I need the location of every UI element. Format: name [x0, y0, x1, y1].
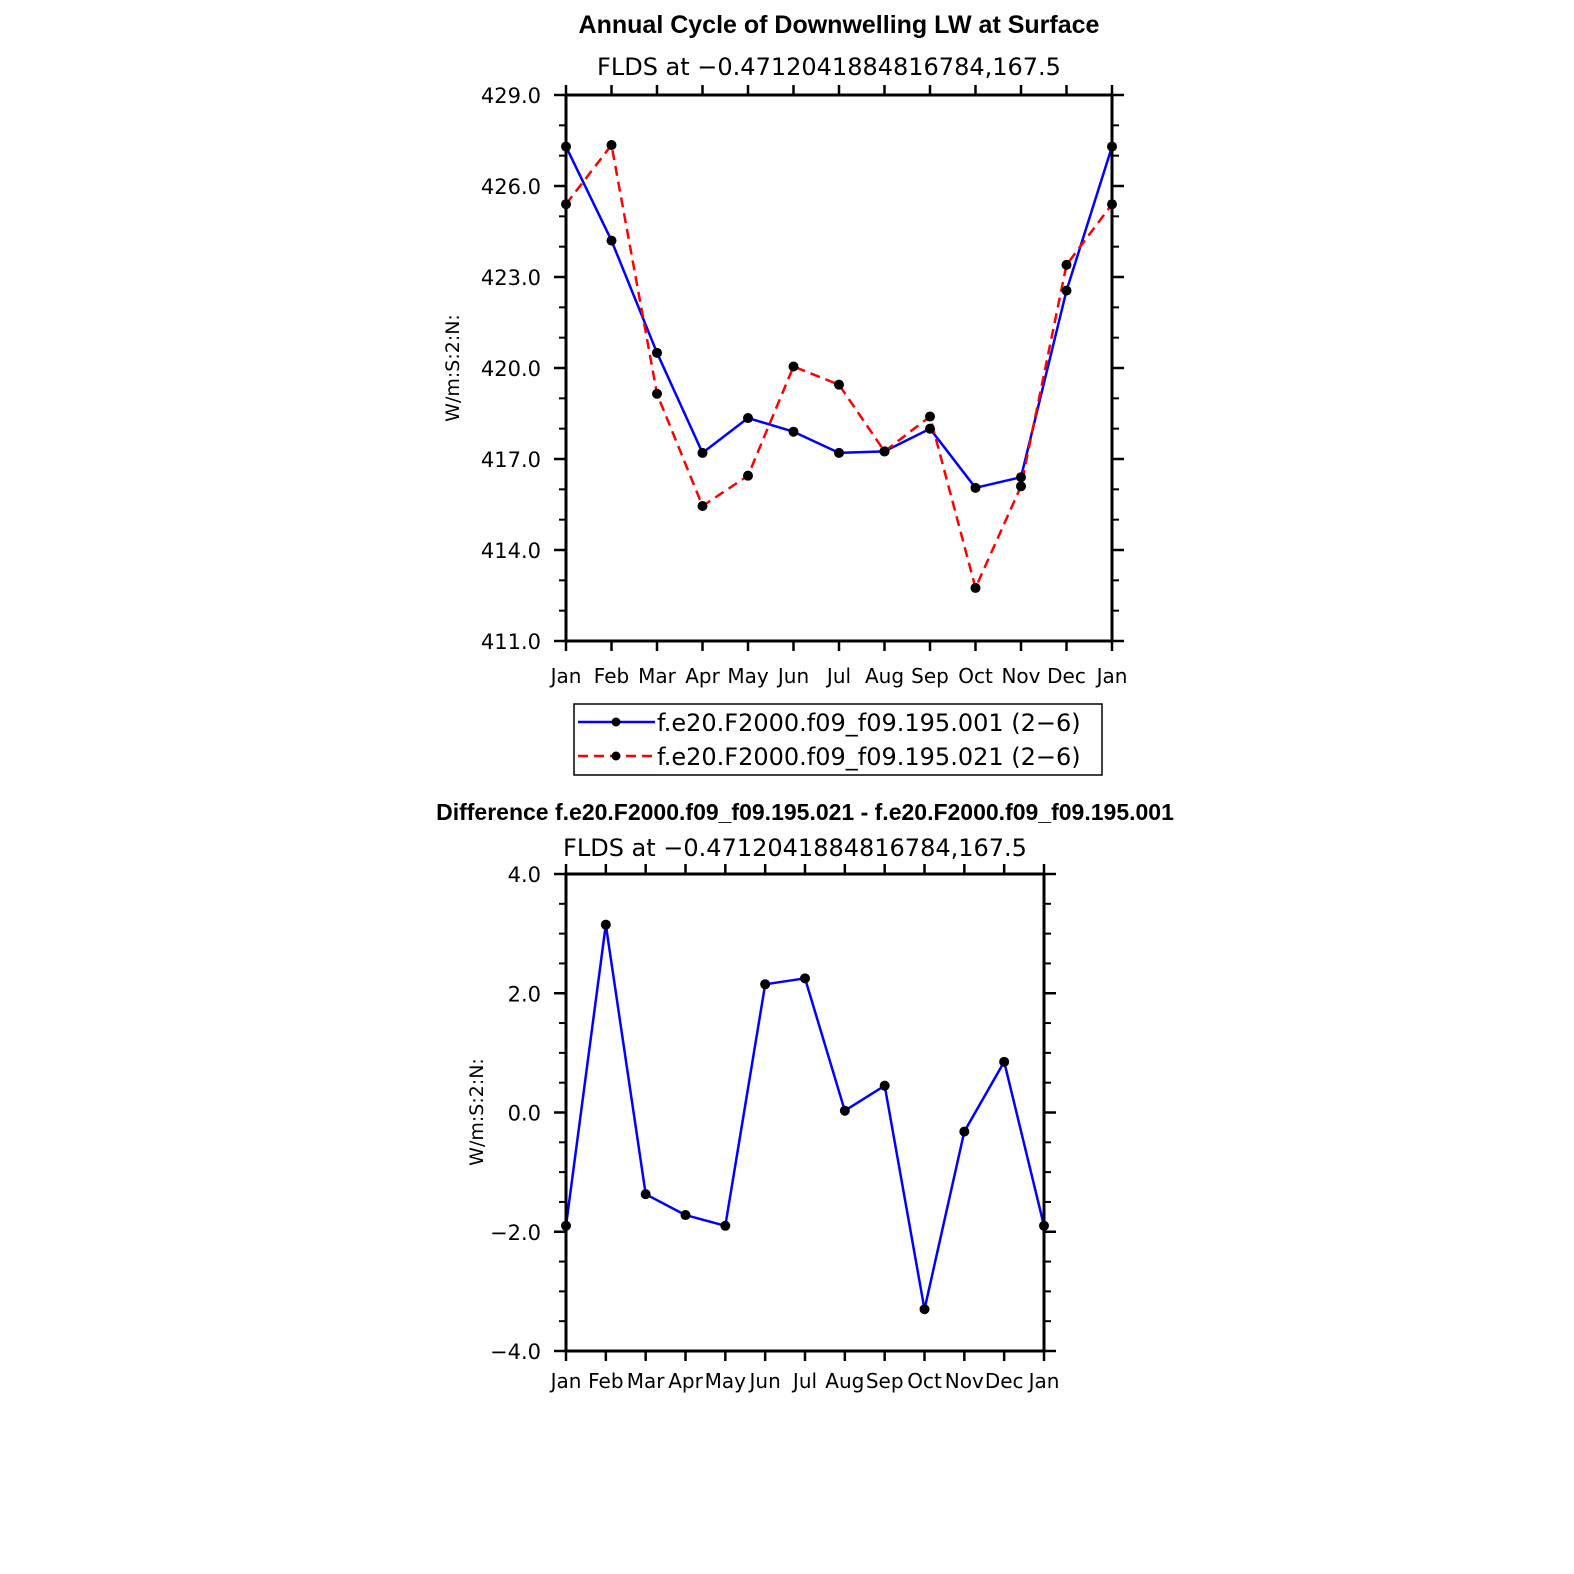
- chart2-plot-frame: [564, 872, 1046, 1353]
- chart2-series: [561, 919, 1049, 1315]
- chart1-series-1-point: [925, 423, 935, 434]
- chart1-y-tick-label: 429.0: [481, 84, 541, 108]
- chart1-y-tick-label: 414.0: [481, 539, 541, 563]
- chart1-subtitle: FLDS at −0.4712041884816784,167.5: [597, 53, 1061, 81]
- chart2-x-tick-label: Apr: [668, 1369, 703, 1393]
- chart1-series-2-point: [606, 140, 617, 151]
- chart1-series-1-line: [564, 146, 1114, 490]
- chart1-x-tick-label: Aug: [865, 664, 904, 688]
- legend-label-series-2: f.e20.F2000.f09_f09.195.021 (2−6): [657, 743, 1081, 771]
- chart1-ticks: Jan Feb Mar Apr May Jun Jul Aug Sep Oct Nov Dec Jan 4…: [481, 84, 1128, 688]
- chart1-x-tick-label: Sep: [911, 664, 949, 688]
- chart2-x-tick-label: Mar: [627, 1369, 666, 1393]
- chart1-series-1-point: [1061, 285, 1072, 296]
- chart1-series-2-point: [697, 501, 708, 512]
- chart2-y-tick-label: 4.0: [508, 863, 541, 887]
- chart1-series-2-point: [925, 411, 935, 422]
- chart2-series-1-point: [800, 973, 810, 984]
- chart1-x-tick-label: Jan: [1095, 664, 1128, 688]
- chart2-y-tick-label: −4.0: [490, 1340, 541, 1364]
- chart1-series-1-point: [970, 482, 981, 493]
- chart1-series-1-point: [652, 347, 662, 358]
- chart2-series-1-point: [640, 1189, 651, 1200]
- chart1-series-2-point: [743, 470, 753, 481]
- chart1-series-1-point: [834, 447, 844, 458]
- chart2-y-axis-label: W/m:S:2:N:: [466, 1058, 488, 1166]
- chart2-x-tick-label: Jan: [549, 1369, 582, 1393]
- chart2-ticks: Jan Feb Mar Apr May Jun Jul Aug Sep Oct Nov Dec Jan−…: [490, 863, 1059, 1393]
- chart1-series-1-point: [788, 426, 799, 437]
- chart1-series-2-point: [1016, 481, 1026, 492]
- chart2-y-tick-label: 0.0: [508, 1102, 541, 1126]
- chart1-legend: f.e20.F2000.f09_f09.195.001 (2−6) f.e20.…: [573, 703, 1103, 776]
- chart2-x-tick-label: Aug: [825, 1369, 864, 1393]
- chart1-y-tick-label: 420.0: [481, 357, 541, 381]
- chart1-y-tick-label: 423.0: [481, 266, 541, 290]
- chart2-series-1-point: [720, 1220, 731, 1231]
- chart1-series-2-line: [565, 143, 1114, 590]
- chart2-series-1-point: [760, 979, 771, 990]
- chart2-title: Difference f.e20.F2000.f09_f09.195.021 -…: [436, 799, 1174, 825]
- chart2-series-1-point: [959, 1126, 970, 1137]
- chart2-x-tick-label: Sep: [866, 1369, 904, 1393]
- chart1-y-tick-label: 417.0: [481, 448, 541, 472]
- chart2-x-tick-label: Feb: [588, 1369, 623, 1393]
- chart1-series-1-point: [606, 235, 617, 246]
- chart1-x-tick-label: Jul: [825, 664, 851, 688]
- chart1-x-tick-label: Dec: [1047, 664, 1086, 688]
- chart1-series-1-point: [743, 413, 753, 424]
- chart2-series-1-point: [999, 1056, 1010, 1067]
- chart1-series-2-point: [879, 446, 890, 457]
- chart1-series-2-point: [652, 388, 662, 399]
- chart2-series-1-point: [879, 1080, 890, 1091]
- chart2-x-tick-label: Jun: [748, 1369, 781, 1393]
- difference-chart: Difference f.e20.F2000.f09_f09.195.021 -…: [436, 799, 1174, 1393]
- chart1-plot-frame: [564, 93, 1114, 643]
- chart2-series-1-point: [600, 919, 611, 930]
- chart1-series-2-point: [1061, 259, 1072, 270]
- chart1-y-axis-label: W/m:S:2:N:: [442, 314, 464, 422]
- legend-box: [573, 703, 1103, 776]
- chart1-x-tick-label: Oct: [958, 664, 993, 688]
- chart1-series-2-point: [834, 379, 844, 390]
- chart1-x-tick-label: May: [727, 664, 769, 688]
- chart1-title: Annual Cycle of Downwelling LW at Surfac…: [579, 11, 1100, 39]
- chart2-x-tick-label: Jul: [791, 1369, 817, 1393]
- chart1-series-1-point: [1016, 472, 1026, 483]
- chart1-series-2-point: [788, 361, 799, 372]
- chart2-y-tick-label: −2.0: [490, 1221, 541, 1245]
- legend-marker-series-1: [611, 717, 621, 727]
- chart1-series: [561, 140, 1117, 593]
- chart2-series-1-point: [839, 1105, 850, 1116]
- chart2-series-1-point: [919, 1304, 930, 1315]
- chart1-y-tick-label: 411.0: [481, 630, 541, 654]
- legend-marker-series-2: [611, 751, 621, 761]
- chart2-subtitle: FLDS at −0.4712041884816784,167.5: [563, 834, 1027, 862]
- chart1-series-2-point: [970, 582, 981, 593]
- chart1-x-tick-label: Nov: [1001, 664, 1040, 688]
- chart1-x-tick-label: Jan: [549, 664, 582, 688]
- chart1-x-tick-label: Apr: [685, 664, 720, 688]
- chart2-x-tick-label: Dec: [985, 1369, 1024, 1393]
- chart1-y-tick-label: 426.0: [481, 175, 541, 199]
- legend-label-series-1: f.e20.F2000.f09_f09.195.001 (2−6): [657, 709, 1081, 737]
- chart2-x-tick-label: May: [705, 1369, 747, 1393]
- chart1-x-tick-label: Feb: [594, 664, 629, 688]
- chart1-x-tick-label: Jun: [776, 664, 809, 688]
- chart2-series-1-point: [680, 1210, 691, 1221]
- chart2-x-tick-label: Oct: [907, 1369, 942, 1393]
- chart1-series-1-point: [697, 447, 708, 458]
- annual-cycle-chart: Annual Cycle of Downwelling LW at Surfac…: [442, 11, 1128, 776]
- chart2-x-tick-label: Jan: [1027, 1369, 1060, 1393]
- chart2-y-tick-label: 2.0: [508, 982, 541, 1006]
- chart1-x-tick-label: Mar: [638, 664, 677, 688]
- chart2-x-tick-label: Nov: [945, 1369, 984, 1393]
